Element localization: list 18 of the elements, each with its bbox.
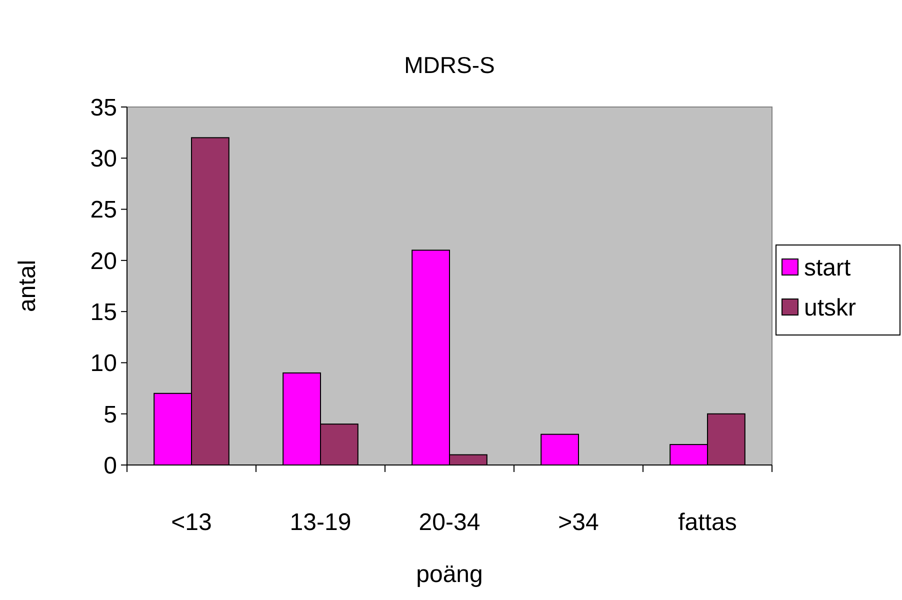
x-axis-title: poäng	[416, 561, 483, 588]
legend-label: start	[804, 254, 852, 282]
chart-title: MDRS-S	[404, 52, 495, 78]
x-tick-label: >34	[558, 509, 599, 536]
y-tick-label: 0	[104, 452, 117, 480]
y-tick-label: 10	[90, 350, 117, 378]
x-tick-label: <13	[171, 509, 212, 536]
x-tick-label: 20-34	[418, 509, 480, 536]
y-tick-label: 35	[90, 94, 117, 122]
y-axis-title: antal	[14, 260, 41, 312]
legend-label: utskr	[804, 294, 856, 322]
x-tick-label: fattas	[678, 509, 737, 536]
y-tick-label: 20	[90, 248, 117, 275]
x-tick-label: 13-19	[290, 509, 352, 536]
y-tick-label: 30	[90, 146, 117, 173]
y-tick-label: 25	[90, 196, 117, 224]
y-tick-label: 5	[104, 401, 117, 428]
y-tick-label: 15	[90, 298, 117, 326]
